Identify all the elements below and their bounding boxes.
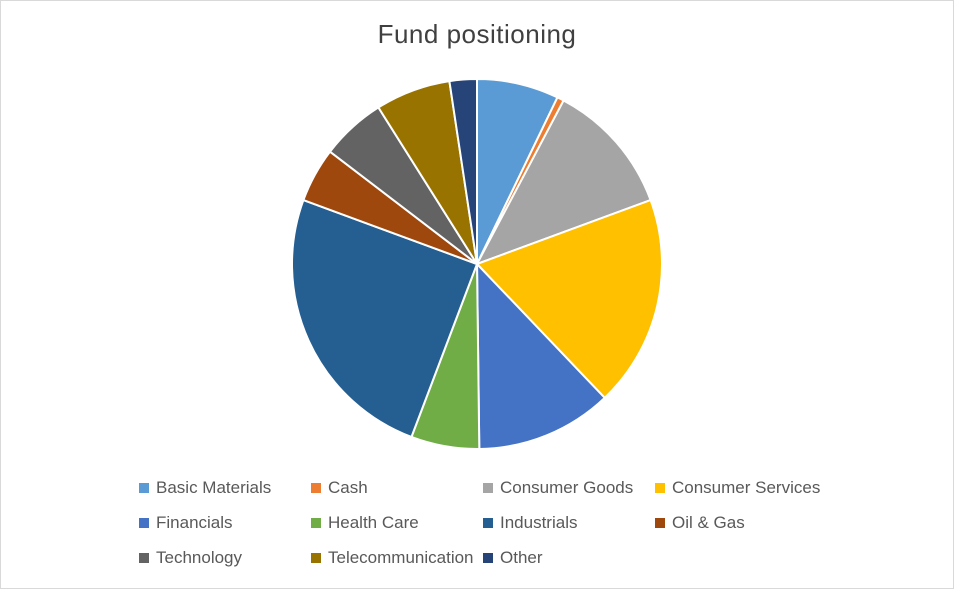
legend-label: Oil & Gas bbox=[672, 513, 745, 532]
legend-item: Consumer Goods bbox=[483, 477, 655, 499]
legend-item: Consumer Services bbox=[655, 477, 839, 499]
chart-title: Fund positioning bbox=[377, 19, 577, 49]
pie-slice-industrials bbox=[291, 199, 478, 438]
legend-swatch bbox=[483, 518, 493, 528]
legend-item: Industrials bbox=[483, 512, 655, 534]
legend: Basic Materials Cash Consumer Goods Consume… bbox=[139, 477, 839, 569]
pie-slice-consumer-goods bbox=[476, 99, 652, 265]
legend-label: Consumer Services bbox=[672, 478, 821, 497]
legend-swatch bbox=[139, 483, 149, 493]
legend-label: Industrials bbox=[500, 513, 578, 532]
legend-item: Cash bbox=[311, 477, 483, 499]
legend-item: Health Care bbox=[311, 512, 483, 534]
legend-swatch bbox=[139, 553, 149, 563]
legend-label: Basic Materials bbox=[156, 478, 272, 497]
legend-item: Financials bbox=[139, 512, 311, 534]
legend-item: Basic Materials bbox=[139, 477, 311, 499]
legend-swatch bbox=[655, 518, 665, 528]
legend-label: Financials bbox=[156, 513, 233, 532]
legend-swatch bbox=[655, 483, 665, 493]
legend-label: Technology bbox=[156, 548, 243, 567]
legend-swatch bbox=[311, 518, 321, 528]
legend-swatch bbox=[139, 518, 149, 528]
legend-item: Technology bbox=[139, 547, 311, 569]
legend-label: Other bbox=[500, 548, 543, 567]
legend-swatch bbox=[311, 553, 321, 563]
legend-label: Consumer Goods bbox=[500, 478, 634, 497]
legend-label: Cash bbox=[328, 478, 368, 497]
pie-slice-other bbox=[448, 78, 478, 265]
pie-slice-financials bbox=[476, 263, 606, 450]
legend-swatch bbox=[483, 553, 493, 563]
legend-item: Telecommunication bbox=[311, 547, 483, 569]
legend-label: Telecommunication bbox=[328, 548, 474, 567]
legend-swatch bbox=[311, 483, 321, 493]
legend-swatch bbox=[483, 483, 493, 493]
legend-label: Health Care bbox=[328, 513, 419, 532]
legend-item: Oil & Gas bbox=[655, 512, 839, 534]
legend-item: Other bbox=[483, 547, 655, 569]
pie-slice-consumer-services bbox=[476, 199, 663, 399]
